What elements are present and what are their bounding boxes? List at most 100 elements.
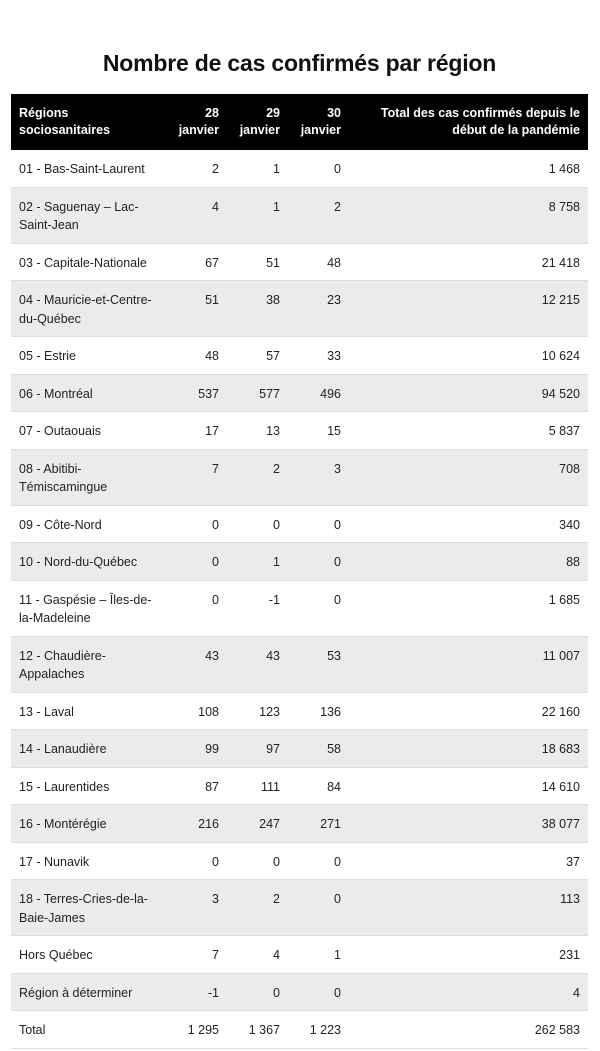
region-cell: 05 - Estrie	[11, 336, 165, 375]
region-cell: 14 - Lanaudière	[11, 729, 165, 768]
jan-29-cell: 97	[227, 729, 288, 768]
jan-30-cell: 48	[288, 243, 349, 281]
table-row: 01 - Bas-Saint-Laurent 2 1 0 1 468	[11, 150, 588, 188]
table-row: 03 - Capitale-Nationale 67 51 48 21 418	[11, 243, 588, 281]
jan-28-cell: 43	[165, 636, 227, 693]
table-row: 11 - Gaspésie – Îles-de-la-Madeleine 0 -1 0…	[11, 580, 588, 637]
total-row: Total 1 295 1 367 1 223 262 583	[11, 1010, 588, 1049]
region-cell: 12 - Chaudière-Appalaches	[11, 636, 165, 693]
jan-29-cell: 2	[227, 879, 288, 936]
jan-29-cell: 1	[227, 187, 288, 244]
jan-30-cell: 1 223	[288, 1010, 349, 1049]
table-row: 13 - Laval 108 123 136 22 160	[11, 692, 588, 730]
jan-30-cell: 1	[288, 935, 349, 974]
total-cell: 708	[349, 449, 588, 506]
jan-30-cell: 2	[288, 187, 349, 244]
jan-30-cell: 0	[288, 580, 349, 637]
header-jan-30: 30 janvier	[300, 106, 341, 137]
jan-30-cell: 0	[288, 973, 349, 1011]
jan-29-cell: 247	[227, 804, 288, 843]
jan-29-cell: 2	[227, 449, 288, 506]
jan-30-cell: 84	[288, 767, 349, 805]
total-cell: 37	[349, 842, 588, 880]
table-row: 10 - Nord-du-Québec 0 1 0 88	[11, 542, 588, 581]
region-cell: 17 - Nunavik	[11, 842, 165, 880]
total-cell: 94 520	[349, 374, 588, 412]
cases-by-region-table: Régions sociosanitaires 28 janvier 29 ja…	[11, 94, 588, 1049]
jan-30-cell: 53	[288, 636, 349, 693]
jan-28-cell: 4	[165, 187, 227, 244]
jan-29-cell: 13	[227, 411, 288, 450]
total-cell: 88	[349, 542, 588, 581]
jan-30-cell: 33	[288, 336, 349, 375]
jan-29-cell: 123	[227, 692, 288, 730]
jan-29-cell: 577	[227, 374, 288, 412]
region-cell: 11 - Gaspésie – Îles-de-la-Madeleine	[11, 580, 165, 637]
total-cell: 11 007	[349, 636, 588, 693]
jan-29-cell: 51	[227, 243, 288, 281]
total-cell: 1 468	[349, 150, 588, 188]
jan-28-cell: 99	[165, 729, 227, 768]
jan-28-cell: 7	[165, 935, 227, 974]
jan-30-cell: 136	[288, 692, 349, 730]
total-cell: 38 077	[349, 804, 588, 843]
region-cell: 02 - Saguenay – Lac-Saint-Jean	[11, 187, 165, 244]
table-row: 05 - Estrie 48 57 33 10 624	[11, 336, 588, 375]
region-cell: 03 - Capitale-Nationale	[11, 243, 165, 281]
region-cell: 08 - Abitibi-Témiscamingue	[11, 449, 165, 506]
table-row: 14 - Lanaudière 99 97 58 18 683	[11, 729, 588, 768]
jan-28-cell: 537	[165, 374, 227, 412]
jan-30-cell: 271	[288, 804, 349, 843]
total-cell: 5 837	[349, 411, 588, 450]
jan-30-cell: 58	[288, 729, 349, 768]
jan-28-cell: 0	[165, 842, 227, 880]
header-jan-29: 29 janvier	[239, 106, 280, 137]
jan-29-cell: 1 367	[227, 1010, 288, 1049]
table-row: 17 - Nunavik 0 0 0 37	[11, 842, 588, 880]
total-cell: 18 683	[349, 729, 588, 768]
table-row: 08 - Abitibi-Témiscamingue 7 2 3 708	[11, 449, 588, 506]
header-region: Régions sociosanitaires	[19, 106, 111, 137]
region-cell: 09 - Côte-Nord	[11, 505, 165, 543]
jan-29-cell: 57	[227, 336, 288, 375]
table-row: 12 - Chaudière-Appalaches 43 43 53 11 007	[11, 636, 588, 693]
header-total: Total des cas confirmés depuis le début …	[380, 106, 580, 137]
jan-30-cell: 0	[288, 879, 349, 936]
table-row: 06 - Montréal 537 577 496 94 520	[11, 374, 588, 412]
jan-28-cell: 67	[165, 243, 227, 281]
region-cell: 16 - Montérégie	[11, 804, 165, 843]
jan-29-cell: 1	[227, 542, 288, 581]
table-row: Région à déterminer -1 0 0 4	[11, 973, 588, 1011]
jan-30-cell: 0	[288, 150, 349, 188]
jan-28-cell: 0	[165, 580, 227, 637]
jan-28-cell: 87	[165, 767, 227, 805]
jan-28-cell: 0	[165, 542, 227, 581]
total-cell: 12 215	[349, 280, 588, 337]
table-row: 18 - Terres-Cries-de-la-Baie-James 3 2 0 113	[11, 879, 588, 936]
total-cell: 22 160	[349, 692, 588, 730]
region-cell: 18 - Terres-Cries-de-la-Baie-James	[11, 879, 165, 936]
total-cell: 231	[349, 935, 588, 974]
table-header-row: Régions sociosanitaires 28 janvier 29 ja…	[11, 94, 588, 150]
table-row: 02 - Saguenay – Lac-Saint-Jean 4 1 2 8 758	[11, 187, 588, 244]
jan-28-cell: 17	[165, 411, 227, 450]
region-cell: 13 - Laval	[11, 692, 165, 730]
jan-30-cell: 0	[288, 542, 349, 581]
table-row: 04 - Mauricie-et-Centre-du-Québec 51 38 23 1…	[11, 280, 588, 337]
region-cell: 04 - Mauricie-et-Centre-du-Québec	[11, 280, 165, 337]
region-cell: Région à déterminer	[11, 973, 165, 1011]
total-cell: 1 685	[349, 580, 588, 637]
jan-28-cell: 48	[165, 336, 227, 375]
total-cell: 8 758	[349, 187, 588, 244]
table-row: 09 - Côte-Nord 0 0 0 340	[11, 505, 588, 543]
table-row: 15 - Laurentides 87 111 84 14 610	[11, 767, 588, 805]
jan-28-cell: 0	[165, 505, 227, 543]
total-cell: 10 624	[349, 336, 588, 375]
total-cell: 340	[349, 505, 588, 543]
jan-30-cell: 3	[288, 449, 349, 506]
jan-28-cell: 51	[165, 280, 227, 337]
jan-28-cell: 2	[165, 150, 227, 188]
jan-30-cell: 496	[288, 374, 349, 412]
jan-28-cell: 1 295	[165, 1010, 227, 1049]
jan-29-cell: 0	[227, 505, 288, 543]
